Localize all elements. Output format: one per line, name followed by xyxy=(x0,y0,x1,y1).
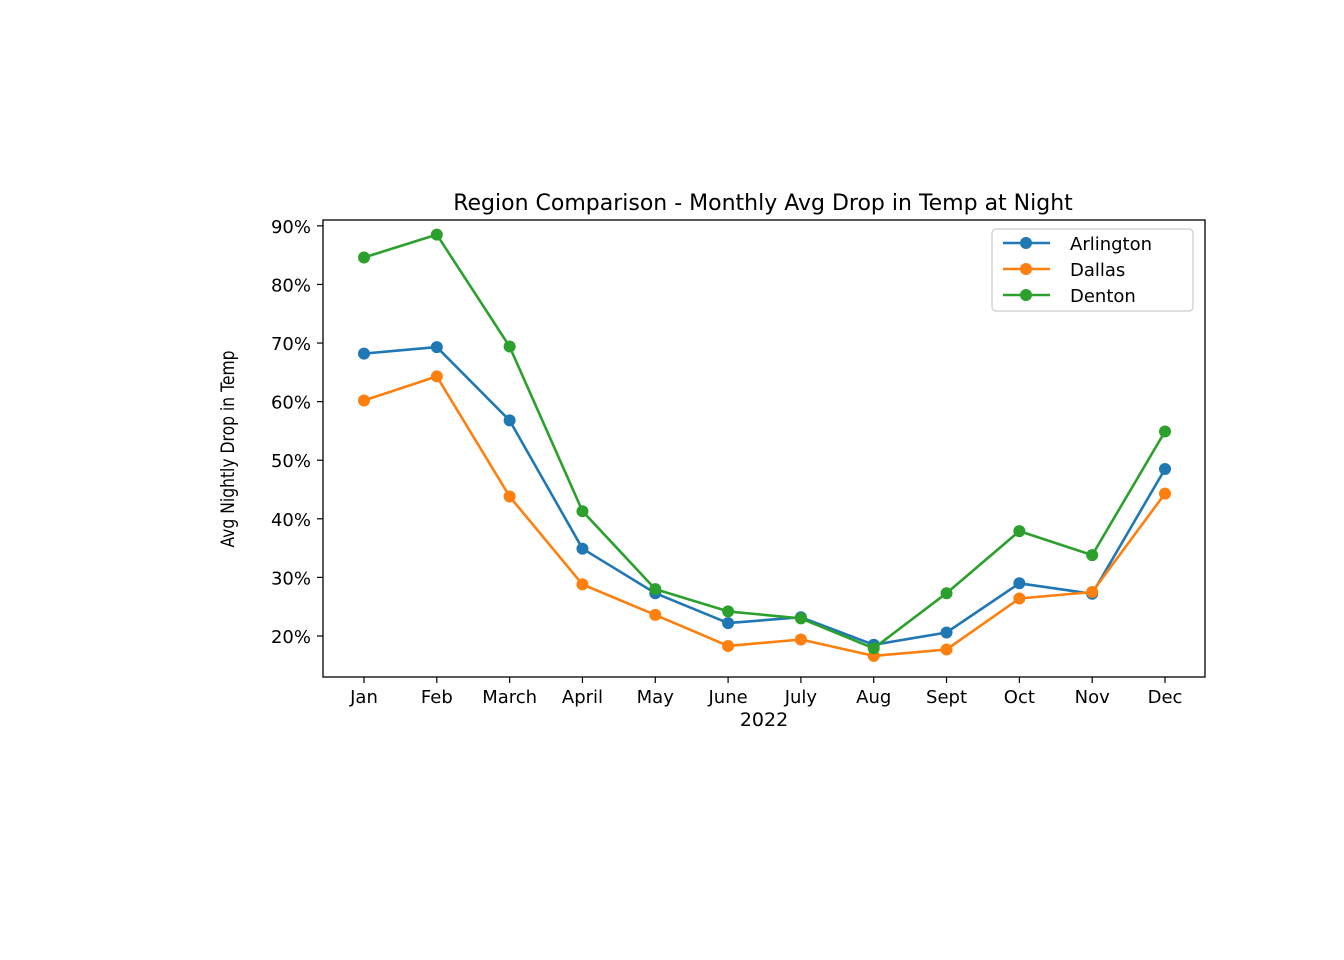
x-tick-label: May xyxy=(637,687,675,708)
y-tick-label: 90% xyxy=(271,217,311,238)
x-tick-label: March xyxy=(482,687,537,708)
y-tick-label: 50% xyxy=(271,451,311,472)
data-point-denton xyxy=(576,505,589,518)
data-point-denton xyxy=(358,251,370,264)
data-point-arlington xyxy=(358,347,370,360)
data-point-denton xyxy=(722,605,735,618)
y-tick-label: 30% xyxy=(271,568,311,589)
data-point-dallas xyxy=(794,633,807,646)
data-point-dallas xyxy=(358,394,370,407)
legend-marker-arlington xyxy=(1020,237,1032,249)
legend-marker-dallas xyxy=(1020,263,1032,275)
data-point-dallas xyxy=(649,608,662,621)
data-point-denton xyxy=(1013,525,1026,538)
x-tick-label: Nov xyxy=(1075,687,1110,708)
x-tick-label: Sept xyxy=(926,687,967,708)
x-tick-label: April xyxy=(562,687,603,708)
data-point-dallas xyxy=(1086,586,1099,599)
series-line-arlington xyxy=(363,345,1167,647)
x-tick-label: June xyxy=(707,687,747,708)
data-point-dallas xyxy=(1159,487,1171,500)
legend-label-arlington: Arlington xyxy=(1070,234,1152,255)
data-point-denton xyxy=(1159,425,1171,438)
x-tick-label: Dec xyxy=(1148,687,1183,708)
data-point-arlington xyxy=(430,341,443,354)
data-point-dallas xyxy=(576,578,589,591)
y-axis: 20% 30% 40% 50% 60% 70% 80% 90% xyxy=(271,217,323,648)
y-tick-label: 70% xyxy=(271,334,311,355)
y-tick-label: 40% xyxy=(271,510,311,531)
y-tick-label: 80% xyxy=(271,275,311,296)
series-line-denton xyxy=(363,233,1167,650)
x-tick-label: Aug xyxy=(856,687,891,708)
data-point-dallas xyxy=(1013,592,1026,605)
data-point-denton xyxy=(649,583,662,596)
legend-box xyxy=(991,228,1194,312)
legend-label-dallas: Dallas xyxy=(1070,260,1125,281)
plot-area xyxy=(358,228,1171,662)
x-axis-label: 2022 xyxy=(740,709,788,731)
data-point-arlington xyxy=(1013,577,1026,590)
data-point-arlington xyxy=(1159,463,1171,476)
data-point-arlington xyxy=(940,626,953,639)
y-tick-label: 60% xyxy=(271,393,311,414)
data-point-dallas xyxy=(940,643,953,656)
x-tick-label: Jan xyxy=(349,687,378,708)
plot-frame xyxy=(322,219,1206,678)
chart-title: Region Comparison - Monthly Avg Drop in … xyxy=(453,191,1073,216)
data-point-dallas xyxy=(722,639,735,652)
y-axis-label: Avg Nightly Drop in Temp xyxy=(218,350,240,547)
x-axis: Jan Feb March April May June July Aug Sept Oct Nov… xyxy=(349,677,1182,708)
series-line-dallas xyxy=(363,375,1167,658)
data-point-denton xyxy=(430,228,443,241)
data-point-arlington xyxy=(576,542,589,555)
data-point-arlington xyxy=(503,414,516,427)
data-point-denton xyxy=(503,340,516,353)
data-point-denton xyxy=(867,642,880,655)
data-point-denton xyxy=(940,587,953,600)
data-point-arlington xyxy=(722,617,735,630)
y-tick-label: 20% xyxy=(271,627,311,648)
x-tick-label: July xyxy=(784,687,818,708)
legend-label-denton: Denton xyxy=(1070,286,1136,307)
x-tick-label: Feb xyxy=(421,687,453,708)
legend: Arlington Dallas Denton xyxy=(991,228,1194,312)
x-tick-label: Oct xyxy=(1004,687,1035,708)
data-point-dallas xyxy=(430,370,443,383)
data-point-dallas xyxy=(503,490,516,503)
data-point-denton xyxy=(794,612,807,625)
legend-marker-denton xyxy=(1020,289,1032,301)
data-point-denton xyxy=(1086,549,1099,562)
